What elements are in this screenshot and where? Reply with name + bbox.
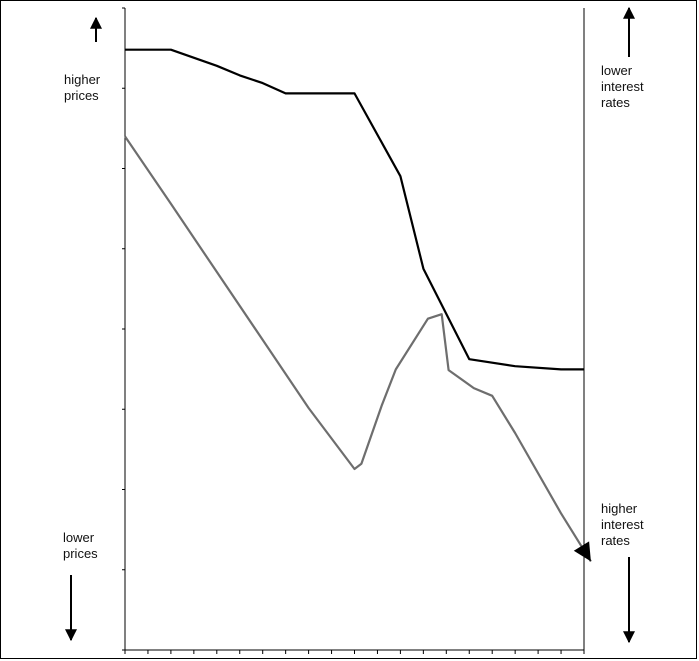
right-top-label: lower interest rates <box>601 63 644 111</box>
left-top-line-2: prices <box>64 88 99 103</box>
axes-group <box>122 7 585 654</box>
right-bottom-line-3: rates <box>601 533 630 548</box>
right-top-line-1: lower <box>601 63 633 78</box>
annotation-arrows-group <box>65 6 635 644</box>
series-line-2 <box>124 135 592 562</box>
series-group <box>124 48 592 562</box>
right-bottom-label: higher interest rates <box>601 501 644 549</box>
series-line-1 <box>125 48 584 371</box>
left-bottom-line-2: prices <box>63 546 98 561</box>
left-top-label: higher prices <box>64 72 100 104</box>
right-bottom-line-1: higher <box>601 501 638 516</box>
right-top-line-3: rates <box>601 95 630 110</box>
right-top-line-2: interest <box>601 79 644 94</box>
right-bottom-line-2: interest <box>601 517 644 532</box>
series-2-end-arrowhead <box>573 541 591 562</box>
left-bottom-line-1: lower <box>63 530 95 545</box>
left-bottom-label: lower prices <box>63 530 98 562</box>
left-top-line-1: higher <box>64 72 101 87</box>
